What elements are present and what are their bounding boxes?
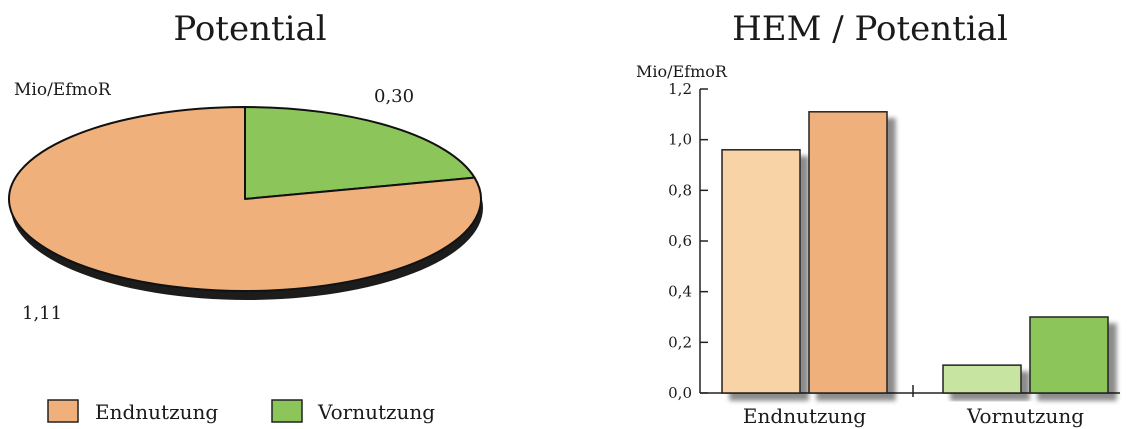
bar-axis: 0,0 0,2 0,4 0,6 0,8 1,0 1,2 [668, 80, 1120, 402]
legend-swatch-vornutzung [271, 399, 303, 423]
y-tick-label: 0,8 [668, 181, 692, 199]
pie-slices [8, 106, 483, 300]
pie-unit-label: Mio/EfmoR [14, 80, 112, 100]
pie-title: Potential [173, 9, 326, 49]
pie-slice-endnutzung [8, 106, 482, 292]
y-tick-label: 1,2 [668, 80, 692, 98]
bar-category-labels: Endnutzung Vornutzung [743, 404, 1084, 428]
legend-label-vornutzung: Vornutzung [317, 400, 435, 424]
bar-endnutzung-1 [721, 149, 801, 394]
legend-item-endnutzung: Endnutzung [47, 399, 218, 424]
bar-marks [721, 111, 1109, 394]
y-tick-label: 0,4 [668, 283, 692, 301]
bar-y-axis-label: Mio/EfmoR [636, 62, 728, 81]
x-tick-label-endnutzung: Endnutzung [743, 404, 866, 428]
y-tick-label: 0,0 [668, 384, 692, 402]
y-tick-label: 0,2 [668, 333, 692, 351]
pie-slice-label-endnutzung: 1,11 [22, 303, 62, 324]
bar-vornutzung-2 [1029, 316, 1109, 394]
bar-chart: HEM / Potential Mio/EfmoR 0,00,20,40,60,… [636, 9, 1120, 428]
pie-chart: Potential Mio/EfmoR 1,11 0,30 Endnutzung… [8, 9, 483, 424]
x-tick-label-vornutzung: Vornutzung [966, 404, 1084, 428]
pie-legend: Endnutzung Vornutzung [47, 399, 435, 424]
bar-endnutzung-2 [808, 111, 888, 394]
pie-slice-label-vornutzung: 0,30 [374, 86, 414, 107]
bar-title: HEM / Potential [732, 9, 1008, 49]
legend-item-vornutzung: Vornutzung [271, 399, 435, 424]
legend-swatch-endnutzung [47, 399, 79, 423]
legend-label-endnutzung: Endnutzung [95, 400, 218, 424]
pie-slice-vornutzung [244, 106, 476, 200]
y-tick-label: 1,0 [668, 131, 692, 149]
y-tick-label: 0,6 [668, 232, 692, 250]
bar-vornutzung-1 [942, 364, 1022, 394]
